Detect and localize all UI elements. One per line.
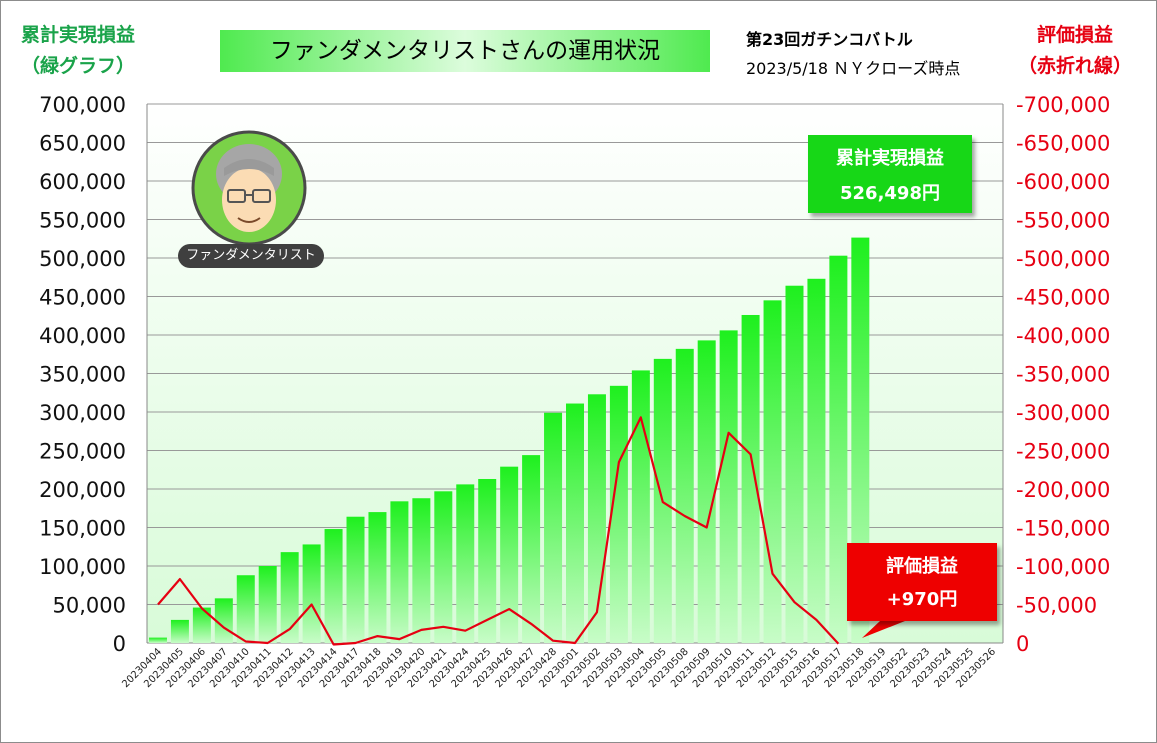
y-right-tick-label: -700,000 (1016, 93, 1110, 117)
y-right-tick-label: -500,000 (1016, 247, 1110, 271)
y-right-tick-label: 0 (1016, 632, 1029, 656)
bar (522, 455, 541, 643)
bar (302, 544, 321, 643)
y-right-tick-label: -300,000 (1016, 401, 1110, 425)
battle-name: 第23回ガチンコバトル (746, 30, 913, 49)
y-left-tick-label: 550,000 (39, 209, 126, 233)
bar (566, 403, 584, 643)
bar (785, 285, 804, 643)
y-left-tick-label: 300,000 (39, 401, 126, 425)
bar (829, 255, 848, 643)
bar (368, 512, 387, 643)
bar (170, 619, 189, 643)
y-left-tick-label: 650,000 (39, 132, 126, 156)
bar (324, 529, 343, 643)
bar (851, 237, 870, 643)
bar (346, 516, 365, 643)
bar (192, 607, 211, 643)
bar (763, 300, 782, 643)
bar (675, 348, 694, 643)
y-left-tick-label: 600,000 (39, 170, 126, 194)
unrealized-callout-label: 評価損益 (886, 556, 958, 577)
y-right-tick-label: -650,000 (1016, 132, 1110, 156)
bar (500, 466, 519, 643)
bar (544, 412, 563, 643)
right-axis-title: 評価損益 （赤折れ線） (1005, 20, 1145, 82)
y-left-tick-label: 450,000 (39, 286, 126, 310)
avatar (191, 130, 307, 246)
y-right-tick-label: -250,000 (1016, 440, 1110, 464)
y-right-tick-label: -600,000 (1016, 170, 1110, 194)
y-left-tick-label: 250,000 (39, 440, 126, 464)
y-right-tick-label: -200,000 (1016, 478, 1110, 502)
bar (631, 370, 650, 643)
unrealized-callout-value: +970円 (886, 589, 958, 610)
bar (807, 278, 826, 643)
y-right-tick-label: -150,000 (1016, 517, 1110, 541)
bar (719, 330, 738, 643)
bar (148, 637, 167, 643)
unrealized-pl-line (157, 416, 840, 646)
bar (609, 385, 628, 643)
bar (434, 491, 453, 643)
bar (456, 484, 475, 643)
bar (741, 314, 760, 643)
y-left-tick-label: 500,000 (39, 247, 126, 271)
y-left-tick-label: 200,000 (39, 478, 126, 502)
y-left-tick-label: 100,000 (39, 555, 126, 579)
bar (214, 598, 233, 643)
y-left-tick-label: 50,000 (53, 594, 126, 618)
bar (280, 552, 299, 643)
realized-callout: 累計実現損益 526,498円 (808, 135, 972, 213)
y-right-tick-label: -550,000 (1016, 209, 1110, 233)
unrealized-callout: 評価損益 +970円 (847, 543, 997, 621)
bar (412, 498, 431, 643)
bar (697, 340, 716, 643)
avatar-label: ファンダメンタリスト (178, 244, 324, 268)
left-axis-title-line1: 累計実現損益 (20, 24, 135, 46)
bar (258, 566, 277, 643)
y-left-tick-label: 150,000 (39, 517, 126, 541)
y-right-tick-label: -450,000 (1016, 286, 1110, 310)
bar (236, 575, 255, 643)
left-axis-title: 累計実現損益 （緑グラフ） (8, 20, 148, 82)
realized-callout-label: 累計実現損益 (836, 148, 944, 169)
realized-callout-value: 526,498円 (840, 183, 940, 204)
bar (478, 478, 497, 643)
y-right-tick-label: -50,000 (1016, 594, 1097, 618)
chart-title: ファンダメンタリストさんの運用状況 (220, 30, 710, 72)
bar (390, 501, 409, 643)
y-left-tick-label: 400,000 (39, 324, 126, 348)
right-axis-title-line1: 評価損益 (1036, 24, 1113, 46)
left-axis-title-line2: （緑グラフ） (20, 55, 135, 77)
y-left-tick-label: 350,000 (39, 363, 126, 387)
y-right-tick-label: -400,000 (1016, 324, 1110, 348)
y-right-tick-label: -350,000 (1016, 363, 1110, 387)
y-right-tick-label: -100,000 (1016, 555, 1110, 579)
y-left-tick-label: 700,000 (39, 93, 126, 117)
as-of-date: 2023/5/18 ＮＹクローズ時点 (746, 59, 961, 78)
y-left-tick-label: 0 (113, 632, 126, 656)
right-axis-title-line2: （赤折れ線） (1017, 55, 1132, 77)
